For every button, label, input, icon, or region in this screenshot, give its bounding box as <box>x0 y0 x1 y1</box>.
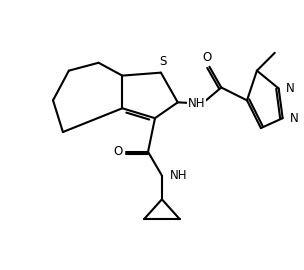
Text: NH: NH <box>170 169 187 182</box>
Text: N: N <box>286 82 294 95</box>
Text: O: O <box>203 51 212 64</box>
Text: S: S <box>159 55 167 68</box>
Text: NH: NH <box>188 97 205 110</box>
Text: O: O <box>113 145 122 158</box>
Text: N: N <box>290 112 298 125</box>
